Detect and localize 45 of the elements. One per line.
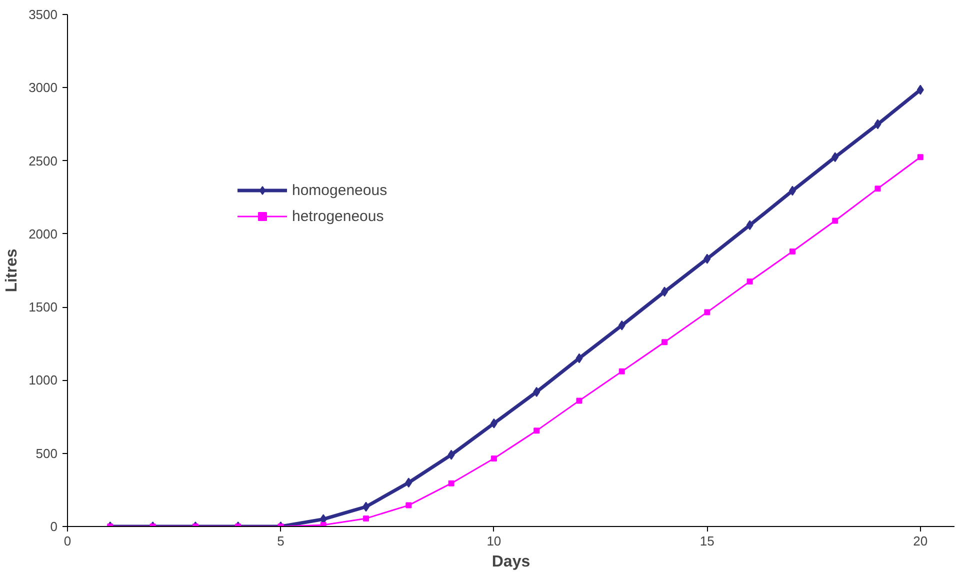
legend-label: homogeneous	[292, 182, 388, 198]
y-tick-label: 3500	[28, 7, 58, 22]
y-tick-label: 1500	[28, 300, 58, 315]
point	[362, 502, 370, 512]
point	[704, 254, 711, 264]
point	[874, 186, 881, 192]
y-tick-label: 1000	[28, 372, 58, 388]
point	[832, 218, 838, 224]
point	[917, 154, 924, 160]
y-tick-label: 2000	[28, 226, 58, 242]
point	[490, 418, 498, 428]
y-tick-label: 3000	[28, 80, 58, 96]
point	[405, 478, 412, 488]
y-tick-label: 2500	[28, 153, 58, 168]
x-axis-title: Days	[492, 554, 530, 570]
point	[448, 450, 455, 460]
point	[874, 119, 882, 130]
point	[789, 248, 796, 254]
point	[576, 353, 583, 364]
x-tick-label: 10	[486, 534, 502, 548]
point	[832, 152, 839, 162]
x-tick-label: 20	[913, 534, 928, 548]
y-tick-label: 0	[50, 519, 58, 534]
x-tick-label: 15	[700, 534, 714, 548]
point	[618, 320, 626, 330]
legend-label: hetrogeneous	[292, 208, 384, 224]
point	[363, 515, 370, 522]
point	[788, 186, 796, 196]
point	[448, 480, 454, 486]
x-tick-label: 0	[64, 534, 72, 548]
point	[534, 428, 540, 434]
x-tick-label: 5	[277, 534, 284, 548]
point	[746, 278, 753, 284]
point	[618, 368, 625, 374]
point	[490, 455, 497, 462]
point	[661, 286, 668, 297]
point	[704, 309, 710, 316]
point	[576, 398, 582, 404]
point	[533, 386, 540, 397]
point	[406, 502, 412, 508]
y-axis-title: Litres	[4, 248, 21, 292]
y-tick-label: 500	[36, 446, 58, 461]
point	[916, 84, 924, 95]
point	[746, 220, 754, 230]
point	[662, 339, 668, 346]
